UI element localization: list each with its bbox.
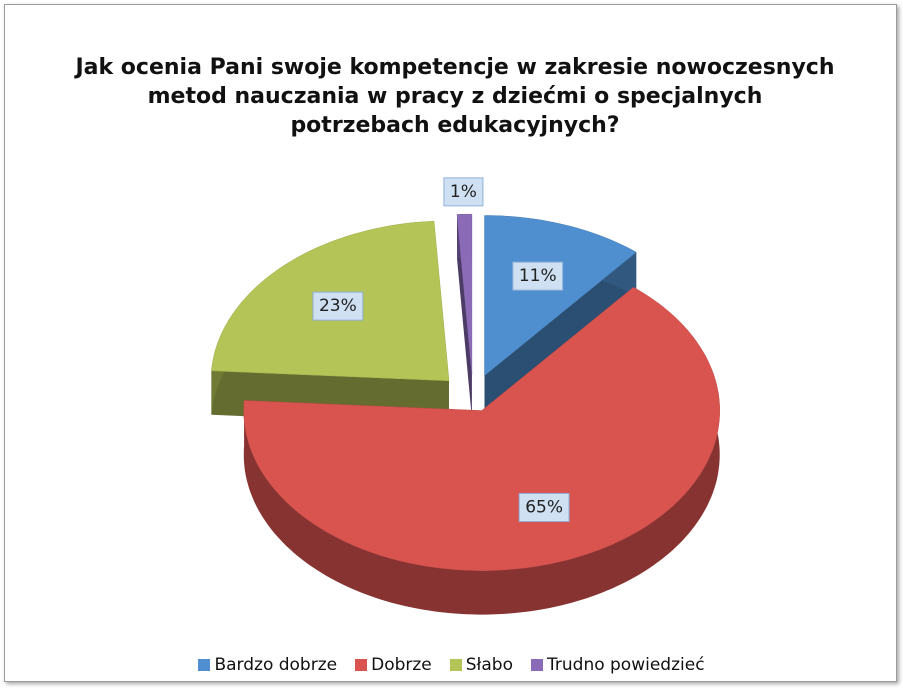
legend-swatch (355, 659, 368, 671)
slice (484, 215, 637, 377)
data-label: 23% (319, 296, 357, 316)
legend-label: Bardzo dobrze (214, 655, 338, 675)
legend-item: Słabo (449, 655, 513, 675)
data-label-box (518, 492, 570, 522)
legend-swatch (449, 659, 462, 671)
legend-swatch (198, 659, 211, 671)
legend-item: Bardzo dobrze (198, 655, 337, 675)
slice-wall (457, 214, 472, 419)
chart: 11% 65% 23% 1% (211, 177, 720, 615)
legend-label: Dobrze (371, 655, 432, 675)
legend-item: Dobrze (355, 655, 432, 675)
chart-frame: 11% 65% 23% 1% Jak ocenia Pani swoje kompet… (4, 4, 897, 682)
slice (243, 286, 720, 571)
legend-item: Trudno powiedzieć (531, 655, 705, 675)
data-label: 11% (519, 266, 557, 286)
data-label: 65% (525, 497, 563, 517)
legend-label: Trudno powiedzieć (547, 655, 705, 675)
slice (456, 213, 473, 375)
slice-group (243, 286, 720, 615)
data-label-box (512, 261, 564, 291)
chart-title: Jak ocenia Pani swoje kompetencje w zakr… (75, 55, 835, 138)
data-label-box (312, 291, 364, 321)
slice-group (211, 220, 450, 425)
data-label-box (443, 177, 484, 207)
legend-swatch (531, 659, 543, 671)
data-label: 1% (450, 182, 477, 202)
legend: Bardzo dobrze Dobrze Słabo Trudno powiedzie… (5, 655, 898, 675)
legend-label: Słabo (465, 655, 513, 675)
slice-group (456, 213, 473, 419)
